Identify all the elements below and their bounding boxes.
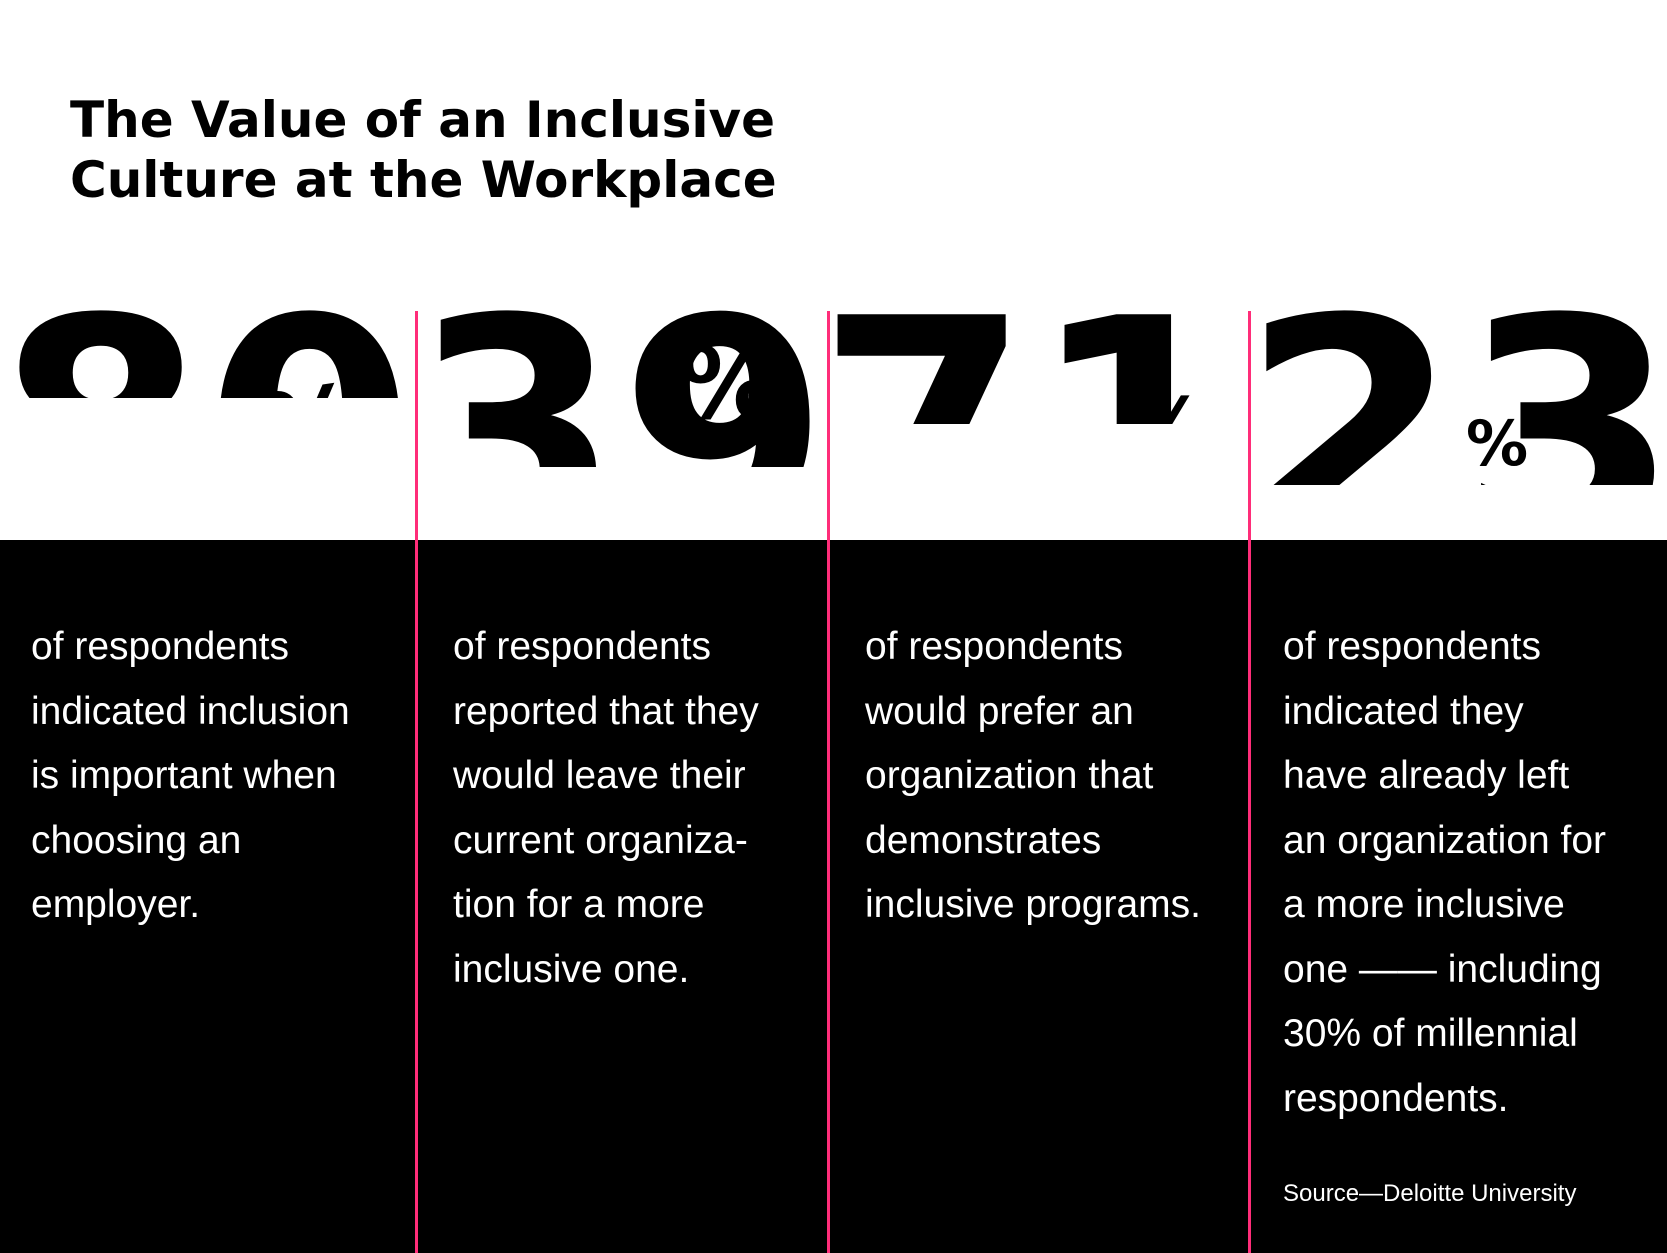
desc-line: of respondents xyxy=(31,625,290,668)
desc-line: inclusive programs. xyxy=(865,883,1201,926)
stat-description-4: of respondents indicated they have alrea… xyxy=(1283,615,1606,1131)
stat-description-3: of respondents would prefer an organizat… xyxy=(865,615,1201,938)
stat-value-2-bot: 39% xyxy=(411,255,829,604)
percent-sign-1: % xyxy=(246,359,373,501)
desc-line: indicated they xyxy=(1283,689,1524,733)
stat-value-1: 80 xyxy=(0,255,414,604)
stat-description-1: of respondents indicated inclusion is im… xyxy=(31,615,350,938)
desc-line: would leave their xyxy=(453,754,746,797)
desc-line: current organiza- xyxy=(453,818,748,862)
divider-1 xyxy=(415,311,418,1253)
stat-value-1: 80 xyxy=(0,255,414,604)
desc-line: demonstrates xyxy=(865,818,1102,862)
stat-value-4: 23 xyxy=(1241,254,1667,604)
stat-value-2: 39 xyxy=(411,255,828,604)
stat-value-3: 71 xyxy=(817,256,1243,604)
desc-line: a more inclusive xyxy=(1283,883,1565,926)
desc-line: one —— including xyxy=(1283,947,1602,991)
desc-line: reported that they xyxy=(453,689,759,733)
title-line-2: Culture at the Workplace xyxy=(70,151,777,209)
desc-line: of respondents xyxy=(865,625,1124,668)
black-panel xyxy=(0,540,1667,1253)
desc-line: of respondents xyxy=(453,625,712,668)
desc-line: have already left xyxy=(1283,754,1570,797)
stat-value-4-bot: 23% xyxy=(1241,254,1667,604)
divider-3 xyxy=(1248,311,1251,1253)
stat-value-3: 71 xyxy=(817,256,1243,604)
desc-line: respondents. xyxy=(1283,1076,1509,1120)
desc-line: tion for a more xyxy=(453,883,705,926)
stat-value-1-top: 80% xyxy=(0,255,414,604)
stat-value-4: 23 xyxy=(1241,254,1667,604)
stat-value-1-bot: 80% xyxy=(0,255,414,604)
desc-line: organization that xyxy=(865,754,1154,797)
desc-line: indicated inclusion xyxy=(31,689,350,733)
percent-sign-3: % xyxy=(1127,381,1207,474)
percent-sign-3: % xyxy=(1127,381,1207,474)
desc-line: inclusive one. xyxy=(453,947,690,991)
stat-value-3-bot: 71% xyxy=(817,256,1243,604)
desc-line: of respondents xyxy=(1283,625,1542,668)
divider-2 xyxy=(827,311,830,1253)
stat-value-4-top: 23% xyxy=(1241,254,1667,604)
percent-sign-2: % xyxy=(678,325,778,442)
desc-line: choosing an xyxy=(31,818,242,862)
desc-line: 30% of millennial xyxy=(1283,1012,1578,1055)
desc-line: employer. xyxy=(31,883,201,926)
stat-value-2-top: 39% xyxy=(411,255,829,604)
desc-line: is important when xyxy=(31,754,337,797)
desc-line: would prefer an xyxy=(865,689,1134,733)
stat-value-3-top: 71% xyxy=(817,256,1243,604)
desc-line: an organization for xyxy=(1283,818,1607,862)
title-line-1: The Value of an Inclusive xyxy=(70,91,776,149)
stat-value-2: 39 xyxy=(411,255,828,604)
percent-sign-4: % xyxy=(1466,407,1528,480)
source-note: Source—Deloitte University xyxy=(1283,1180,1577,1207)
stat-description-2: of respondents reported that they would … xyxy=(453,615,759,1002)
page-title: The Value of an Inclusive Culture at the… xyxy=(70,90,777,210)
